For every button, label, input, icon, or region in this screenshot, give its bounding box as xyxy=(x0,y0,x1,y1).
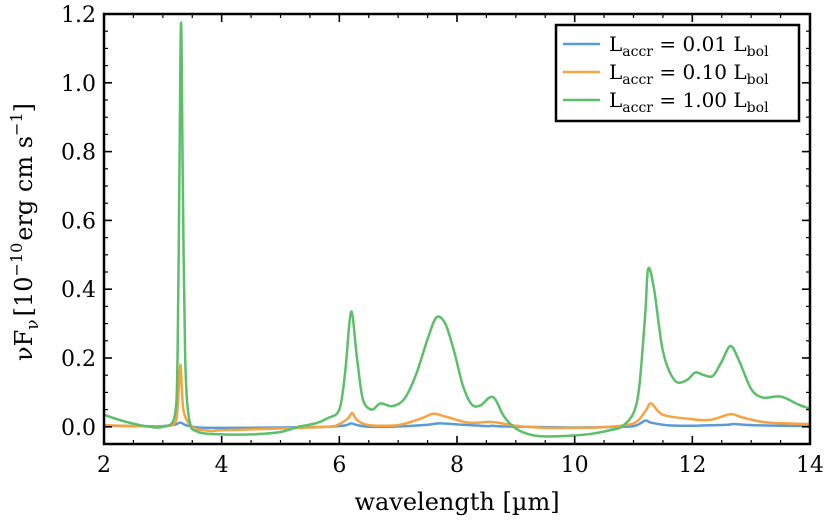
x-tick-label-2: 6 xyxy=(332,453,346,478)
y-tick-label-0: 0.0 xyxy=(61,416,96,441)
x-axis-label: wavelength [µm] xyxy=(354,488,559,516)
x-tick-label-6: 14 xyxy=(796,453,824,478)
x-tick-label-0: 2 xyxy=(97,453,111,478)
y-tick-label-4: 0.8 xyxy=(61,141,96,166)
x-tick-label-4: 10 xyxy=(561,453,589,478)
plot-frame xyxy=(102,12,812,446)
y-tick-label-1: 0.2 xyxy=(61,347,96,372)
y-tick-label-2: 0.4 xyxy=(61,278,96,303)
legend-label-2: Laccr = 1.00 Lbol xyxy=(609,88,769,116)
legend: Laccr = 0.01 Lbol Laccr = 0.10 Lbol Lacc… xyxy=(554,23,801,123)
y-tick-label-5: 1.0 xyxy=(61,72,96,97)
legend-label-0: Laccr = 0.01 Lbol xyxy=(609,32,769,60)
series-layer xyxy=(104,21,810,438)
x-tick-label-3: 8 xyxy=(450,453,464,478)
x-tick-label-1: 4 xyxy=(215,453,229,478)
y-tick-label-3: 0.6 xyxy=(61,209,96,234)
series-line-2 xyxy=(104,21,810,438)
legend-label-1: Laccr = 0.10 Lbol xyxy=(609,60,769,88)
series-line-0 xyxy=(104,419,810,430)
x-tick-label-5: 12 xyxy=(678,453,706,478)
y-axis-label: νFν[10−10erg cm s−1] xyxy=(7,103,43,361)
series-line-1 xyxy=(104,363,810,433)
y-tick-label-6: 1.2 xyxy=(61,3,96,28)
